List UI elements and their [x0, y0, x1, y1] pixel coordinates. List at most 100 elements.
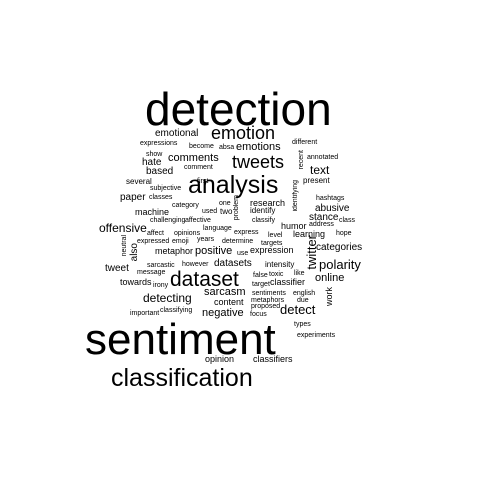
word-years: years: [197, 236, 215, 243]
word-categories: categories: [316, 242, 363, 253]
word-classes: classes: [149, 194, 173, 201]
word-detection: detection: [145, 83, 332, 135]
word-first: first: [197, 178, 209, 185]
word-become: become: [189, 143, 214, 150]
word-metaphor: metaphor: [155, 246, 194, 256]
word-different: different: [292, 139, 318, 146]
word-challenging: challenging: [150, 217, 186, 224]
word-language: language: [203, 225, 232, 232]
word-hate: hate: [142, 157, 162, 168]
word-emoji: emoji: [172, 238, 189, 245]
word-used: used: [202, 208, 218, 215]
word-negative: negative: [202, 307, 244, 319]
word-hope: hope: [336, 230, 352, 237]
word-identify: identify: [250, 206, 276, 215]
word-two: two: [220, 207, 233, 216]
word-level: level: [268, 232, 283, 239]
word-emotions: emotions: [236, 141, 281, 153]
word-online: online: [315, 272, 345, 284]
word-proposed: proposed: [251, 303, 281, 310]
word-sentiment: sentiment: [85, 315, 276, 364]
word-classify: classify: [252, 217, 275, 224]
word-category: category: [172, 202, 199, 209]
word-datasets: datasets: [214, 258, 252, 269]
word-use: use: [237, 250, 249, 257]
word-express: express: [234, 229, 259, 236]
word-affective: affective: [185, 217, 211, 224]
word-tweets: tweets: [232, 152, 285, 172]
word-expressed: expressed: [137, 238, 170, 245]
word-sarcastic: sarcastic: [147, 262, 175, 269]
word-due: due: [297, 297, 309, 304]
word-comments: comments: [168, 152, 219, 164]
word-detect: detect: [280, 302, 316, 317]
word-types: types: [294, 321, 311, 328]
word-affect: affect: [147, 230, 164, 237]
word-towards: towards: [120, 277, 152, 287]
word-message: message: [137, 269, 166, 276]
word-important: important: [130, 310, 160, 317]
word-determine: determine: [222, 238, 254, 245]
word-toxic: toxic: [269, 271, 284, 278]
word-like: like: [294, 270, 305, 277]
word-abusive: abusive: [315, 203, 350, 214]
word-address: address: [309, 221, 334, 228]
word-dataset: dataset: [170, 268, 239, 291]
word-classifying: classifying: [160, 307, 193, 314]
word-opinions: opinions: [174, 230, 201, 237]
word-classifiers: classifiers: [253, 354, 293, 364]
word-annotated: annotated: [307, 154, 339, 161]
word-intensity: intensity: [265, 260, 295, 269]
word-expression: expression: [250, 245, 294, 255]
word-irony: irony: [153, 282, 169, 289]
word-sentiments: sentiments: [252, 290, 286, 297]
word-opinion: opinion: [205, 354, 235, 364]
word-humor: humor: [281, 221, 307, 231]
word-present: present: [303, 176, 330, 185]
word-research: research: [250, 198, 286, 208]
word-based: based: [146, 166, 174, 177]
word-comment: comment: [184, 164, 213, 171]
word-classification: classification: [111, 364, 253, 392]
word-also: also: [129, 243, 140, 262]
word-expressions: expressions: [140, 140, 178, 147]
word-target: target: [252, 281, 270, 288]
word-subjective: subjective: [150, 185, 182, 192]
word-polarity: polarity: [319, 257, 361, 272]
word-emotion: emotion: [211, 123, 276, 143]
word-text: text: [310, 163, 330, 177]
word-machine: machine: [135, 207, 170, 217]
word-work: work: [324, 287, 334, 307]
word-stance: stance: [309, 212, 339, 223]
word-emotional: emotional: [155, 128, 199, 139]
word-targets: targets: [261, 240, 283, 247]
word-sarcasm: sarcasm: [204, 286, 246, 298]
word-tweet: tweet: [105, 263, 129, 274]
word-english: english: [293, 290, 316, 297]
word-focus: focus: [250, 311, 267, 318]
word-show: show: [146, 151, 163, 158]
word-detecting: detecting: [143, 291, 192, 305]
word-however: however: [182, 261, 209, 268]
word-neutral: neutral: [121, 235, 128, 257]
word-problem: problem: [233, 195, 240, 221]
word-several: several: [126, 177, 152, 186]
word-identifying: identifying: [292, 180, 299, 212]
word-recent: recent: [298, 150, 305, 170]
word-learning: learning: [293, 229, 326, 239]
word-paper: paper: [120, 192, 146, 203]
word-classifier: classifier: [270, 277, 306, 287]
word-experiments: experiments: [297, 332, 336, 339]
word-positive: positive: [195, 245, 233, 257]
word-metaphors: metaphors: [251, 297, 285, 304]
word-one: one: [219, 200, 231, 207]
word-analysis: analysis: [188, 171, 279, 199]
word-hashtags: hashtags: [316, 195, 345, 202]
word-false: false: [253, 272, 268, 279]
word-absa: absa: [219, 144, 235, 151]
word-offensive: offensive: [99, 221, 147, 235]
word-content: content: [214, 297, 244, 307]
word-class: class: [339, 217, 355, 224]
